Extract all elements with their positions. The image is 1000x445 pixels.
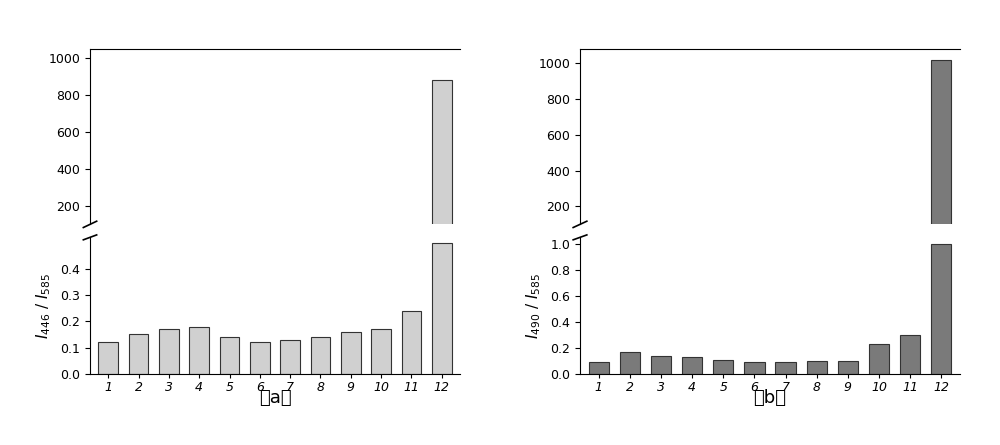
- Text: （a）: （a）: [259, 389, 291, 407]
- Bar: [189, 327, 209, 374]
- Bar: [371, 329, 391, 374]
- Bar: [775, 362, 796, 374]
- Bar: [682, 357, 702, 374]
- Bar: [589, 362, 609, 374]
- Bar: [869, 344, 889, 374]
- Y-axis label: $I_{490}$ / $I_{585}$: $I_{490}$ / $I_{585}$: [525, 273, 543, 339]
- Bar: [900, 335, 920, 374]
- Bar: [807, 361, 827, 374]
- Bar: [931, 244, 951, 374]
- Bar: [220, 337, 239, 374]
- Bar: [98, 342, 118, 374]
- Bar: [713, 360, 733, 374]
- Text: （b）: （b）: [754, 389, 786, 407]
- Bar: [129, 335, 148, 374]
- Bar: [432, 243, 452, 374]
- Bar: [311, 337, 330, 374]
- Bar: [159, 329, 179, 374]
- Y-axis label: $I_{446}$ / $I_{585}$: $I_{446}$ / $I_{585}$: [35, 273, 53, 339]
- Bar: [744, 362, 765, 374]
- Bar: [432, 81, 452, 243]
- Bar: [341, 332, 361, 374]
- Bar: [931, 60, 951, 242]
- Bar: [620, 352, 640, 374]
- Bar: [651, 356, 671, 374]
- Bar: [838, 361, 858, 374]
- Bar: [280, 340, 300, 374]
- Bar: [250, 342, 270, 374]
- Bar: [402, 311, 421, 374]
